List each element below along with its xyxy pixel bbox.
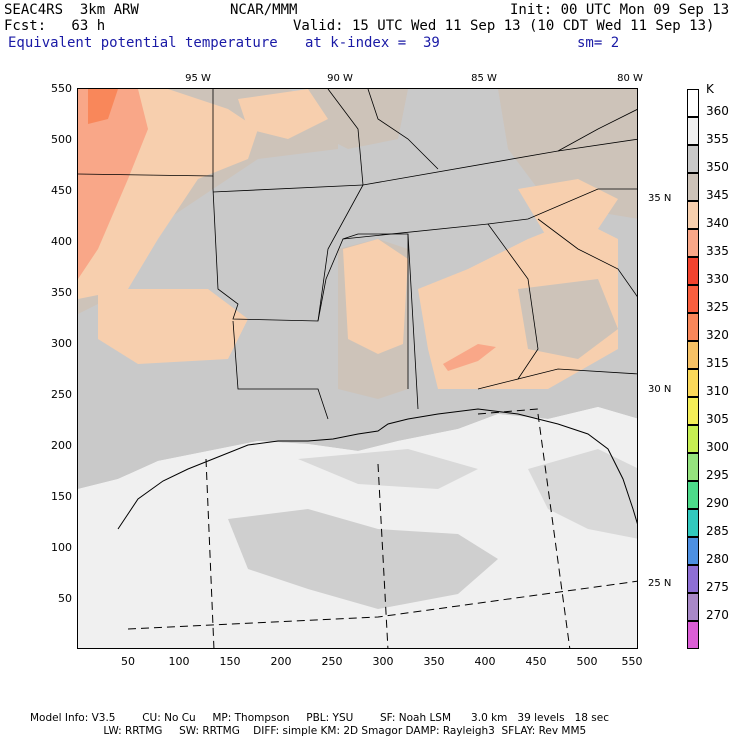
theta-e-340-region xyxy=(343,239,408,354)
x-tick-label: 550 xyxy=(621,655,643,668)
colorbar-label: 275 xyxy=(706,580,729,594)
colorbar-label: 315 xyxy=(706,356,729,370)
theta-e-340-region xyxy=(98,289,248,364)
colorbar-label: 300 xyxy=(706,440,729,454)
latitude-label: 35 N xyxy=(648,193,672,204)
organization-label: NCAR/MMM xyxy=(230,2,298,18)
x-tick-label: 350 xyxy=(423,655,445,668)
model-info-line2: LW: RRTMG SW: RRTMG DIFF: simple KM: 2D … xyxy=(30,725,587,737)
x-tick-label: 500 xyxy=(576,655,598,668)
y-tick-label: 250 xyxy=(51,388,72,401)
colorbar-label: 360 xyxy=(706,104,729,118)
colorbar-label: 290 xyxy=(706,496,729,510)
theta-e-350-region xyxy=(228,509,498,609)
colorbar-cell xyxy=(687,201,699,229)
colorbar-cell xyxy=(687,89,699,117)
y-tick-label: 550 xyxy=(51,82,72,95)
theta-e-340-region xyxy=(518,179,618,239)
x-tick-label: 400 xyxy=(474,655,496,668)
colorbar-label: 295 xyxy=(706,468,729,482)
colorbar-label: 280 xyxy=(706,552,729,566)
y-tick-label: 100 xyxy=(51,541,72,554)
longitude-label: 90 W xyxy=(327,73,353,84)
colorbar-cell xyxy=(687,397,699,425)
x-tick-label: 100 xyxy=(168,655,190,668)
gulf-coastline xyxy=(117,408,637,530)
colorbar-cell xyxy=(687,621,699,649)
colorbar-cell xyxy=(687,257,699,285)
field-name: Equivalent potential temperature xyxy=(8,35,278,51)
colorbar-label: 355 xyxy=(706,132,729,146)
y-tick-label: 500 xyxy=(51,133,72,146)
theta-e-map xyxy=(77,88,638,649)
longitude-label: 85 W xyxy=(471,73,497,84)
longitude-label: 95 W xyxy=(185,73,211,84)
colorbar-unit: K xyxy=(706,82,714,96)
colorbar-label: 325 xyxy=(706,300,729,314)
colorbar-label: 305 xyxy=(706,412,729,426)
y-tick-label: 350 xyxy=(51,286,72,299)
colorbar-cell xyxy=(687,369,699,397)
colorbar-cell xyxy=(687,341,699,369)
colorbar-label: 340 xyxy=(706,216,729,230)
theta-e-350-region xyxy=(298,449,478,489)
y-tick-label: 450 xyxy=(51,184,72,197)
colorbar-label: 350 xyxy=(706,160,729,174)
colorbar-cell xyxy=(687,453,699,481)
colorbar-cell xyxy=(687,285,699,313)
colorbar-cell xyxy=(687,229,699,257)
theta-e-325-region xyxy=(88,89,118,124)
theta-e-345-region xyxy=(308,89,408,149)
level-label: at k-index = 39 xyxy=(305,35,440,51)
colorbar-label: 285 xyxy=(706,524,729,538)
init-time: Init: 00 UTC Mon 09 Sep 13 xyxy=(510,2,730,18)
theta-e-345-region xyxy=(518,279,618,359)
colorbar-cell xyxy=(687,425,699,453)
x-tick-label: 450 xyxy=(525,655,547,668)
model-title: SEAC4RS 3km ARW xyxy=(4,2,139,18)
x-tick-label: 150 xyxy=(219,655,241,668)
colorbar-cell xyxy=(687,565,699,593)
model-info-line1: Model Info: V3.5 CU: No Cu MP: Thompson … xyxy=(30,712,609,724)
y-tick-label: 200 xyxy=(51,439,72,452)
graticule xyxy=(127,408,637,648)
y-tick-label: 50 xyxy=(58,592,72,605)
theta-e-345-region xyxy=(498,89,637,219)
colorbar-label: 335 xyxy=(706,244,729,258)
colorbar-label: 270 xyxy=(706,608,729,622)
colorbar-label: 330 xyxy=(706,272,729,286)
theta-e-335-region xyxy=(443,344,496,371)
colorbar-cell xyxy=(687,509,699,537)
y-tick-label: 150 xyxy=(51,490,72,503)
theta-e-335-region xyxy=(78,89,148,279)
colorbar-cell xyxy=(687,593,699,621)
colorbar-label: 310 xyxy=(706,384,729,398)
latitude-label: 30 N xyxy=(648,384,672,395)
longitude-label: 80 W xyxy=(617,73,643,84)
colorbar-cell xyxy=(687,117,699,145)
valid-time: Valid: 15 UTC Wed 11 Sep 13 (10 CDT Wed … xyxy=(293,18,715,34)
colorbar-cell xyxy=(687,313,699,341)
colorbar-label: 320 xyxy=(706,328,729,342)
map-canvas xyxy=(78,89,637,648)
x-tick-label: 50 xyxy=(121,655,135,668)
theta-e-350-region xyxy=(528,449,637,539)
colorbar-cell xyxy=(687,173,699,201)
x-tick-label: 300 xyxy=(372,655,394,668)
x-tick-label: 200 xyxy=(270,655,292,668)
forecast-hour: Fcst: 63 h xyxy=(4,18,106,34)
colorbar-label: 345 xyxy=(706,188,729,202)
y-tick-label: 300 xyxy=(51,337,72,350)
colorbar-cell xyxy=(687,537,699,565)
x-tick-label: 250 xyxy=(321,655,343,668)
colorbar-cell xyxy=(687,145,699,173)
colorbar-cell xyxy=(687,481,699,509)
theta-e-340-region xyxy=(238,89,328,139)
smoothing-label: sm= 2 xyxy=(577,35,620,51)
y-tick-label: 400 xyxy=(51,235,72,248)
state-borders xyxy=(78,89,637,420)
latitude-label: 25 N xyxy=(648,578,672,589)
